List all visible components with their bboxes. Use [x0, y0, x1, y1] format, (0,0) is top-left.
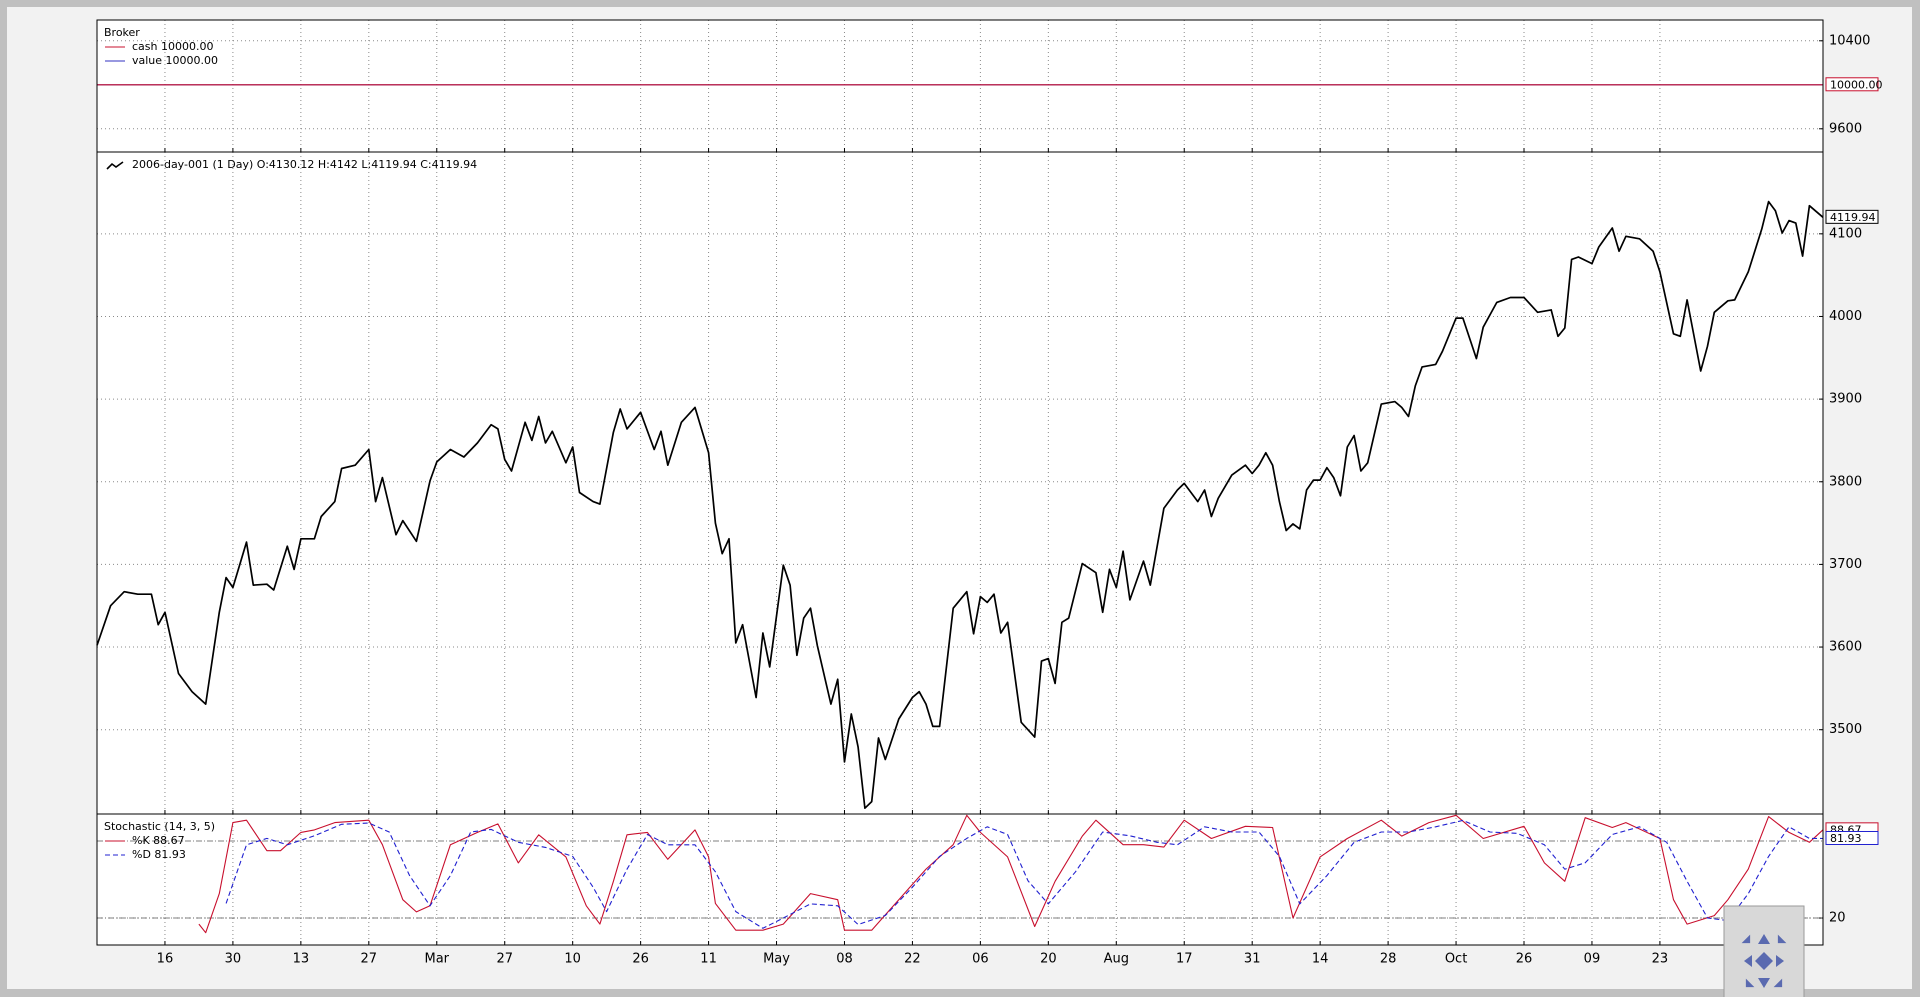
last-value-tag — [1825, 77, 1879, 92]
legend-swatch — [106, 161, 124, 170]
x-tick-label: May — [763, 952, 790, 967]
toolbar-icon[interactable] — [1758, 934, 1770, 944]
x-tick-label: 30 — [225, 952, 242, 967]
legend-title: Broker — [104, 26, 140, 39]
plot-area — [97, 152, 1823, 814]
x-tick-label: 08 — [836, 952, 853, 967]
x-tick-label: 10 — [564, 952, 581, 967]
toolbar-icon[interactable] — [1744, 955, 1752, 967]
x-tick-label: 28 — [1380, 952, 1397, 967]
legend-title: Stochastic (14, 3, 5) — [104, 820, 215, 833]
toolbar-icon[interactable] — [1758, 978, 1770, 988]
toolbar-icon[interactable] — [1776, 955, 1784, 967]
x-tick-label: 31 — [1244, 952, 1261, 967]
y-tick-label: 3800 — [1829, 474, 1862, 489]
x-tick-label: 20 — [1040, 952, 1057, 967]
x-tick-label: 14 — [1312, 952, 1329, 967]
x-tick-label: 26 — [632, 952, 649, 967]
x-tick-label: 16 — [157, 952, 174, 967]
x-tick-label: Aug — [1104, 952, 1129, 967]
legend-label: %K 88.67 — [132, 834, 185, 847]
last-value-tag — [1825, 209, 1879, 224]
x-tick-label: 13 — [293, 952, 310, 967]
toolbar-icon[interactable] — [1755, 952, 1773, 970]
x-tick-label: 06 — [972, 952, 989, 967]
y-tick-label: 3700 — [1829, 557, 1862, 572]
x-tick-label: 11 — [700, 952, 717, 967]
series-line — [96, 200, 1824, 810]
plot-area — [97, 814, 1823, 945]
x-tick-label: 09 — [1584, 952, 1601, 967]
y-tick-label: 3900 — [1829, 392, 1862, 407]
x-tick-label: Oct — [1445, 952, 1467, 967]
y-tick-label: 4100 — [1829, 226, 1862, 241]
legend-label: cash 10000.00 — [132, 40, 213, 53]
legend-label: %D 81.93 — [132, 848, 186, 861]
legend-label: value 10000.00 — [132, 54, 218, 67]
x-tick-label: 22 — [904, 952, 921, 967]
plot-area — [97, 20, 1823, 152]
x-tick-label: 23 — [1652, 952, 1669, 967]
legend-label: 2006-day-001 (1 Day) O:4130.12 H:4142 L:… — [132, 158, 477, 171]
last-value-label: 4119.94 — [1830, 211, 1876, 224]
y-tick-label: 3500 — [1829, 722, 1862, 737]
y-tick-label: 3600 — [1829, 640, 1862, 655]
y-tick-label: 4000 — [1829, 309, 1862, 324]
x-tick-label: 27 — [496, 952, 513, 967]
last-value-label: 10000.00 — [1830, 78, 1883, 91]
navigation-toolbar[interactable] — [1723, 905, 1805, 997]
plot-frame — [96, 813, 1824, 946]
last-value-tag — [1825, 830, 1879, 845]
series-line — [225, 819, 1824, 929]
y-tick-label: 20 — [1829, 911, 1846, 926]
last-value-label: 81.93 — [1830, 832, 1862, 845]
y-tick-label: 9600 — [1829, 121, 1862, 136]
x-tick-label: 17 — [1176, 952, 1193, 967]
x-tick-label: 26 — [1516, 952, 1533, 967]
x-tick-label: 27 — [361, 952, 378, 967]
y-tick-label: 10400 — [1829, 33, 1870, 48]
x-tick-label: Mar — [424, 952, 449, 967]
